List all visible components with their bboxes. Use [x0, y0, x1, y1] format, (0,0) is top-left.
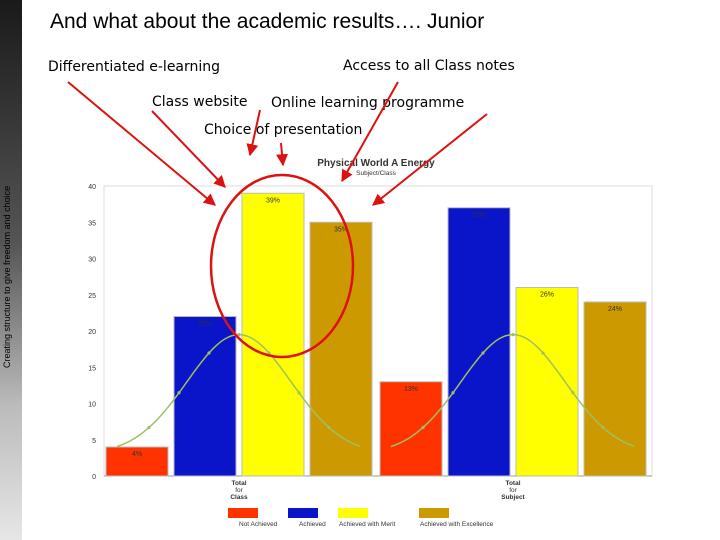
legend-label: Achieved with Merit	[339, 521, 396, 528]
bar-value-label: 13%	[404, 386, 418, 393]
bar-value-label: 39%	[266, 197, 280, 204]
bar	[173, 316, 237, 477]
bell-curve-point	[327, 425, 331, 430]
legend-swatch	[228, 508, 258, 518]
annotation-arrow	[276, 142, 288, 167]
x-group-label: Total	[231, 480, 246, 487]
bar	[379, 381, 443, 477]
bar-value-label: 22%	[198, 321, 212, 328]
annotation-arrow	[341, 81, 399, 183]
slide-title: And what about the academic results…. Ju…	[50, 10, 485, 33]
legend-label: Not Achieved	[239, 521, 278, 528]
bar	[105, 446, 169, 477]
bar-value-label: 35%	[334, 226, 348, 233]
y-tick-label: 5	[92, 438, 96, 445]
bar	[447, 207, 511, 477]
bar-value-label: 26%	[540, 292, 554, 299]
y-tick-label: 10	[88, 402, 96, 409]
x-group-label: for	[235, 487, 243, 494]
annotation-choice: Choice of presentation	[204, 122, 363, 138]
annotation-arrow	[67, 81, 216, 206]
bell-curve-point	[481, 351, 485, 355]
legend-label: Achieved with Excellence	[420, 521, 494, 528]
bell-curve-point	[541, 351, 545, 355]
annotation-class-notes: Access to all Class notes	[343, 58, 515, 74]
y-tick-label: 30	[88, 257, 96, 264]
bell-curve-point	[177, 391, 181, 395]
annotation-differentiated: Differentiated e-learning	[48, 59, 221, 75]
x-group-label: Total	[505, 480, 520, 487]
highlight-circle	[209, 173, 355, 359]
chart-title: Physical World A Energy	[317, 158, 435, 169]
bell-curve-point	[571, 391, 575, 395]
y-tick-label: 40	[88, 184, 96, 191]
side-bar	[0, 0, 22, 540]
legend-swatch	[338, 508, 368, 518]
chart-subtitle: Subject/Class	[356, 170, 396, 177]
bell-curve-point	[297, 391, 301, 395]
annotation-arrow	[246, 109, 261, 157]
annotation-arrow	[372, 113, 488, 206]
bar	[241, 192, 305, 477]
legend-label: Achieved	[299, 521, 326, 528]
bell-curve-point	[237, 333, 241, 337]
bar-value-label: 37%	[472, 212, 486, 219]
y-tick-label: 0	[92, 474, 96, 481]
bell-curve-point	[147, 425, 151, 430]
annotation-online-learning: Online learning programme	[271, 95, 465, 111]
bar	[309, 221, 373, 477]
bell-curve-point	[267, 351, 271, 355]
y-tick-label: 25	[88, 293, 96, 300]
annotation-arrow	[151, 110, 226, 188]
annotation-class-website: Class website	[152, 94, 248, 110]
bar-value-label: 24%	[608, 306, 622, 313]
legend-swatch	[419, 508, 449, 518]
y-tick-label: 15	[88, 365, 96, 372]
bar-value-label: 4%	[132, 451, 142, 458]
bar	[583, 301, 647, 477]
bell-curve-point	[207, 351, 211, 355]
bell-curve-point	[511, 333, 515, 337]
bell-curve-point	[451, 391, 455, 395]
y-tick-label: 35	[88, 220, 96, 227]
x-group-label: for	[509, 487, 517, 494]
y-tick-label: 20	[88, 329, 96, 336]
bell-curve-point	[601, 425, 605, 430]
bell-curve-point	[421, 425, 425, 430]
x-group-label: Class	[230, 494, 248, 501]
bar	[515, 287, 579, 477]
x-group-label: Subject	[501, 494, 525, 501]
legend-swatch	[288, 508, 318, 518]
